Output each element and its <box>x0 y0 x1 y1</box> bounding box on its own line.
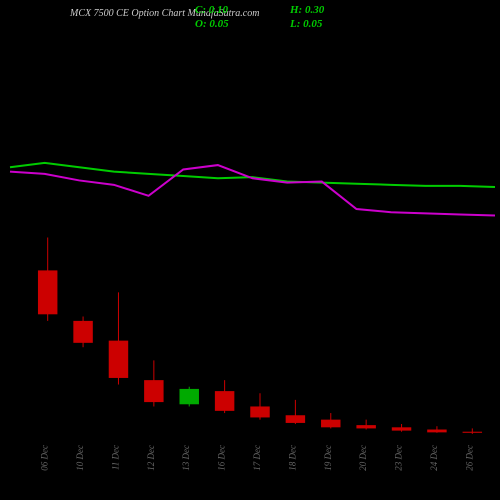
x-axis-label: 20 Dec <box>358 445 368 471</box>
x-axis-label: 13 Dec <box>181 445 191 471</box>
x-axis-label: 24 Dec <box>429 445 439 471</box>
x-axis-label: 26 Dec <box>464 445 474 471</box>
x-axis-label: 19 Dec <box>323 445 333 471</box>
x-axis-label: 06 Dec <box>40 445 50 471</box>
candlestick-chart: 06 Dec 10 Dec 11 Dec 12 Dec 13 Dec 16 Dec 17 D… <box>0 0 500 500</box>
x-axis-label: 11 Dec <box>110 445 120 470</box>
x-axis-label: 12 Dec <box>146 445 156 471</box>
x-axis-label: 18 Dec <box>287 445 297 471</box>
x-axis-label: 23 Dec <box>394 445 404 471</box>
x-axis-label: 16 Dec <box>217 445 227 471</box>
x-axis-label: 10 Dec <box>75 445 85 471</box>
x-axis-label: 17 Dec <box>252 445 262 471</box>
